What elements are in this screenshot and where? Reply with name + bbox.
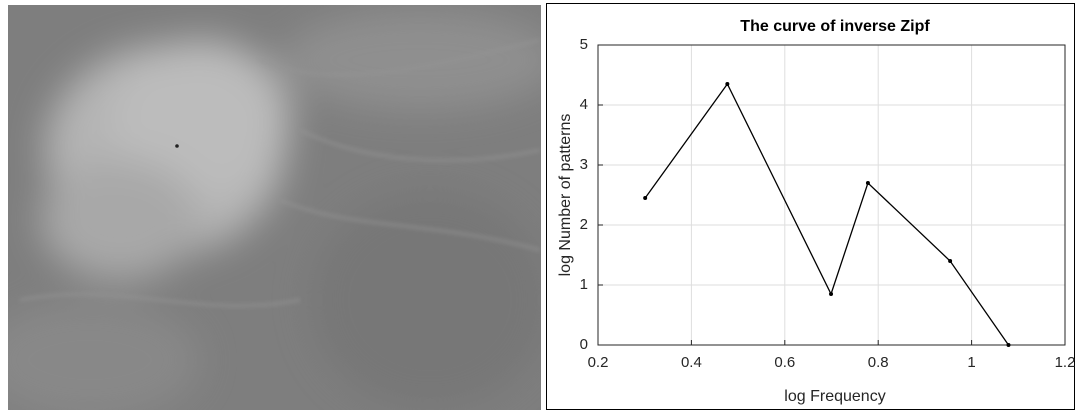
y-tick-label: 1	[580, 276, 588, 293]
data-line	[644, 82, 1010, 346]
x-tick-label: 0.6	[774, 354, 795, 371]
x-tick-label: 0.8	[868, 354, 889, 371]
x-tick-label: 1.2	[1055, 354, 1076, 371]
x-tick-label: 1	[967, 354, 975, 371]
mammogram-image	[8, 5, 541, 410]
y-tick-label: 2	[580, 216, 588, 233]
chart-title: The curve of inverse Zipf	[740, 18, 930, 35]
x-axis-label: log Frequency	[784, 388, 885, 405]
axes-box	[597, 44, 1066, 346]
plot-area: 0 1 2 3 4 5 0.2 0.4 0.6 0.8 1 1.2	[580, 36, 1076, 371]
x-tick-label: 0.2	[588, 354, 609, 371]
data-point	[725, 82, 730, 86]
y-tick-label: 0	[580, 336, 588, 353]
chart-panel	[546, 3, 1075, 410]
data-point	[948, 259, 953, 263]
y-tick-label: 4	[580, 96, 588, 113]
data-point	[829, 292, 834, 296]
y-tick-label: 5	[580, 36, 588, 53]
data-point	[865, 181, 870, 185]
data-point	[643, 196, 648, 200]
y-axis-label: log Number of patterns	[557, 114, 574, 277]
x-tick-label: 0.4	[681, 354, 702, 371]
y-tick-label: 3	[580, 156, 588, 173]
data-point	[1006, 343, 1011, 347]
